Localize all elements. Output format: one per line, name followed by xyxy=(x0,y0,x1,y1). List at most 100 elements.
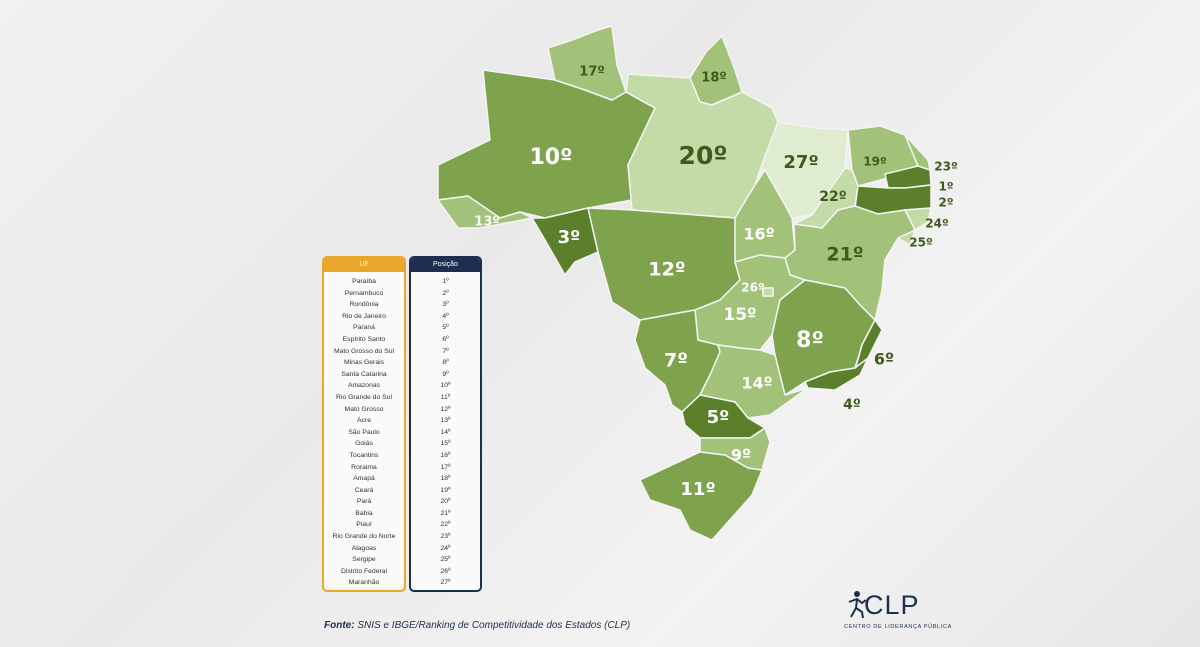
state-rondonia xyxy=(531,207,599,276)
state-rank-label: 21º xyxy=(826,244,863,266)
table-position-cell: 17º xyxy=(440,463,451,471)
logo-subtitle: CENTRO DE LIDERANÇA PÚBLICA xyxy=(844,624,952,630)
table-uf-cell: Alagoas xyxy=(351,544,377,552)
state-rank-label: 17º xyxy=(579,65,604,80)
table-uf-cell: São Paulo xyxy=(348,428,380,436)
table-uf-cell: Maranhão xyxy=(348,579,380,587)
table-uf-cell: Acre xyxy=(357,417,371,425)
state-rank-label: 26º xyxy=(741,281,765,295)
table-uf-cell: Paraíba xyxy=(352,278,376,285)
table-uf-cell: Amazonas xyxy=(347,382,381,390)
source-prefix: Fonte: xyxy=(324,620,355,631)
state-rank-label: 8º xyxy=(796,328,824,353)
state-rank-label: 22º xyxy=(819,189,846,205)
table-position-cell: 7º xyxy=(442,347,449,355)
table-uf-cell: Rio de Janeiro xyxy=(342,312,386,320)
table-position-header: Posição xyxy=(411,258,480,272)
table-position-cell: 25º xyxy=(440,556,451,564)
state-rank-label: 4º xyxy=(843,397,861,413)
state-rank-label: 9º xyxy=(731,446,751,465)
table-uf-cell: Espírito Santo xyxy=(342,335,386,343)
source-note: Fonte: SNIS e IBGE/Ranking de Competitiv… xyxy=(324,620,630,631)
table-position-cell: 12º xyxy=(440,405,451,413)
state-rank-label: 18º xyxy=(701,71,726,86)
table-uf-cell: Amapá xyxy=(353,475,375,483)
table-position-cell: 24º xyxy=(440,544,451,552)
table-uf-cell: Mato Grosso do Sul xyxy=(333,347,395,355)
state-rank-label: 19º xyxy=(863,155,887,169)
table-position-cell: 4º xyxy=(442,312,449,320)
state-rank-label: 16º xyxy=(743,225,774,244)
state-rank-label: 24º xyxy=(925,217,949,231)
table-position-cell: 20º xyxy=(440,498,451,506)
table-uf-cell: Roraima xyxy=(351,463,377,471)
state-rank-label: 6º xyxy=(874,350,894,369)
state-rank-label: 14º xyxy=(741,374,772,393)
table-position-cell: 5º xyxy=(442,324,449,332)
table-uf-cell: Paraná xyxy=(353,324,375,332)
table-uf-cell: Distrito Federal xyxy=(340,567,388,575)
table-uf-cell: Sergipe xyxy=(352,556,376,564)
state-rank-label: 20º xyxy=(679,141,728,170)
table-uf-cell: Mato Grosso xyxy=(344,405,384,413)
table-position-cell: 18º xyxy=(440,475,451,483)
state-rank-label: 11º xyxy=(680,479,715,500)
logo-name: CLP xyxy=(864,590,920,620)
table-position-cell: 23º xyxy=(440,533,451,541)
state-rank-label: 2º xyxy=(938,196,953,210)
state-rank-label: 3º xyxy=(558,227,581,248)
table-uf-cell: Rio Grande do Norte xyxy=(332,533,396,541)
state-rank-label: 10º xyxy=(529,145,572,170)
clp-logo: CLP CENTRO DE LIDERANÇA PÚBLICA xyxy=(844,590,964,635)
table-position-cell: 3º xyxy=(442,301,449,309)
state-rio-de-janeiro xyxy=(804,357,869,391)
state-rank-label: 7º xyxy=(664,350,688,372)
table-uf-cells: Paraíba Pernambuco Rondônia Rio de Janeiro P… xyxy=(324,272,404,589)
table-position-column: Posição 1º 2º 3º 4º 5º 6º 7º 8º 9º 10º 11º 12º 13º 14… xyxy=(409,256,482,592)
table-position-cells: 1º 2º 3º 4º 5º 6º 7º 8º 9º 10º 11º 12º 13º 14º 15º 16º 1… xyxy=(411,272,480,589)
state-rank-label: 25º xyxy=(909,236,933,250)
state-rank-label: 27º xyxy=(783,152,818,173)
table-position-cell: 13º xyxy=(440,417,451,425)
table-position-cell: 22º xyxy=(440,521,451,529)
state-rank-label: 12º xyxy=(648,259,685,281)
table-uf-cell: Goiás xyxy=(355,440,373,448)
table-uf-cell: Piauí xyxy=(356,521,372,529)
table-uf-cell: Rio Grande do Sul xyxy=(336,393,392,401)
table-position-cell: 19º xyxy=(440,486,451,494)
state-rank-label: 13º xyxy=(474,215,499,230)
table-uf-cell: Pernambuco xyxy=(344,289,384,297)
table-position-cell: 21º xyxy=(440,509,451,517)
table-position-cell: 16º xyxy=(440,451,451,459)
runner-icon xyxy=(848,591,867,619)
table-position-cell: 15º xyxy=(440,440,451,448)
state-rio-grande-do-sul xyxy=(639,451,763,541)
table-position-cell: 9º xyxy=(442,370,449,378)
state-rank-label: 1º xyxy=(938,180,953,194)
state-rank-label: 5º xyxy=(707,407,730,428)
table-position-cell: 8º xyxy=(442,359,449,367)
state-acre xyxy=(437,195,533,229)
table-uf-cell: Ceará xyxy=(354,486,374,494)
table-uf-cell: Rondônia xyxy=(349,301,379,309)
table-position-cell: 2º xyxy=(442,289,449,297)
table-uf-cell: Santa Catarina xyxy=(341,370,387,378)
table-uf-cell: Minas Gerais xyxy=(343,359,385,367)
state-roraima xyxy=(547,25,627,101)
table-uf-column: UF Paraíba Pernambuco Rondônia Rio de Janei… xyxy=(322,256,406,592)
state-espirito-santo xyxy=(854,319,883,371)
table-position-cell: 11º xyxy=(440,393,451,401)
source-text: SNIS e IBGE/Ranking de Competitividade d… xyxy=(357,620,631,631)
table-position-cell: 26º xyxy=(440,567,451,575)
table-position-cell: 6º xyxy=(442,335,449,343)
table-uf-cell: Pará xyxy=(356,498,372,506)
table-position-cell: 27º xyxy=(440,579,451,587)
table-position-cell: 1º xyxy=(442,278,449,285)
table-uf-cell: Tocantins xyxy=(349,451,379,459)
state-rank-label: 15º xyxy=(723,305,756,325)
table-uf-header: UF xyxy=(324,258,404,272)
table-uf-cell: Bahia xyxy=(355,509,373,517)
table-position-cell: 10º xyxy=(440,382,451,390)
state-rank-label: 23º xyxy=(934,160,958,174)
